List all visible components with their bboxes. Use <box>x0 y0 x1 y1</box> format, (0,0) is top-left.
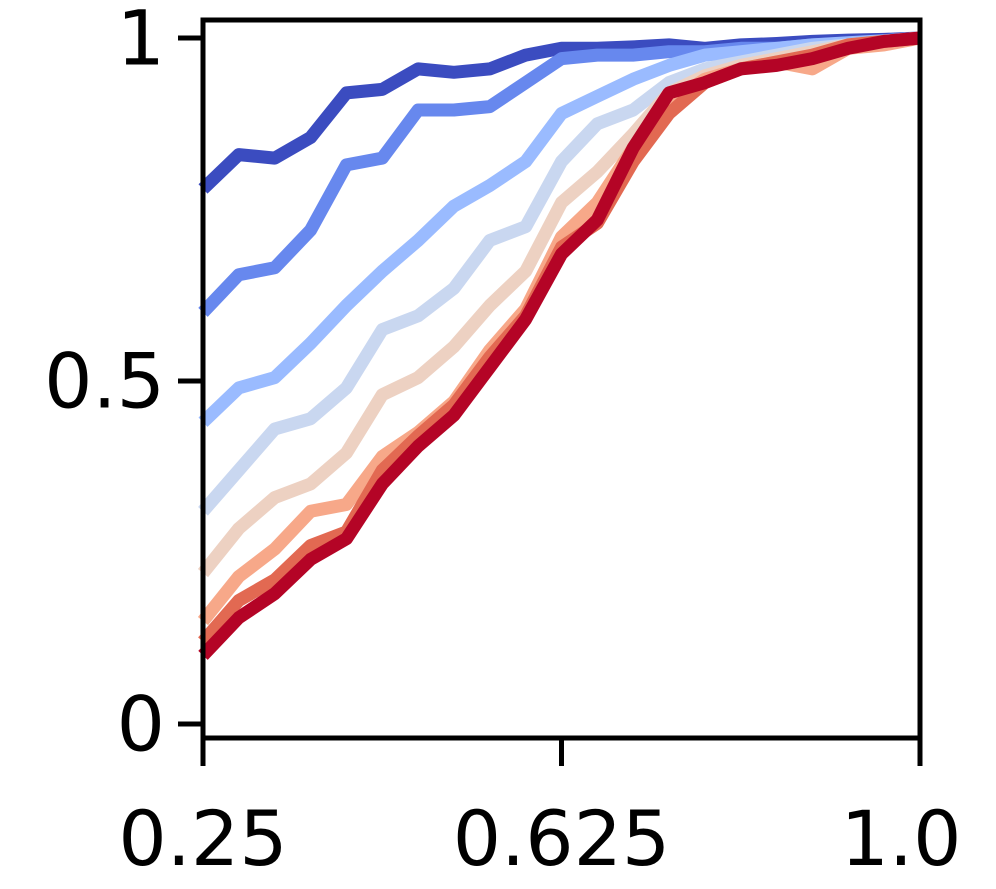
series-line-6 <box>197 31 922 626</box>
y-tick-label: 0 <box>117 680 165 769</box>
x-tick-label: 0.625 <box>453 794 671 883</box>
x-tick-label: 1.0 <box>841 794 962 883</box>
x-tick-label: 0.25 <box>118 794 287 883</box>
series-line-2 <box>198 31 921 317</box>
ticks-layer: 0 0.5 1 0.25 0.625 1.0 <box>44 0 961 883</box>
y-tick-label: 1 <box>117 0 165 83</box>
y-tick-label: 0.5 <box>44 337 165 426</box>
series-line-8 <box>198 31 921 660</box>
series-layer <box>197 31 922 660</box>
